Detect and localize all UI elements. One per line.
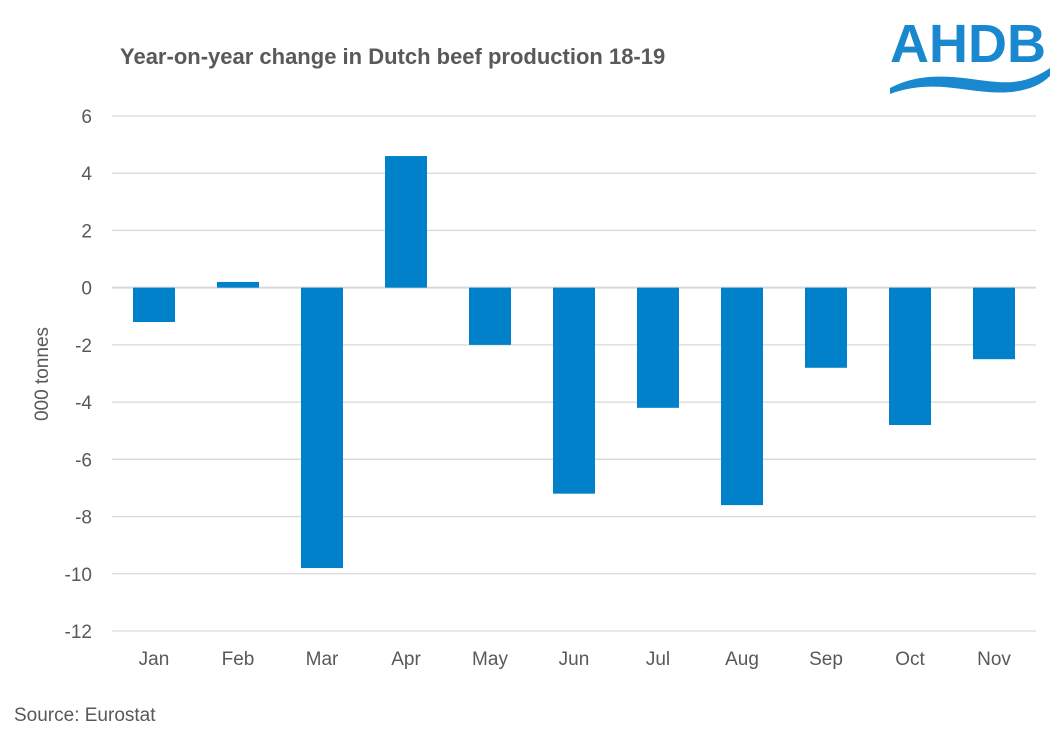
y-tick-label: -4 [75, 393, 92, 414]
y-tick-label: -12 [65, 622, 92, 643]
bar-feb [217, 281, 259, 288]
y-tick-label: 4 [81, 164, 92, 185]
y-tick-label: 0 [81, 279, 92, 300]
x-tick-label: Aug [725, 649, 759, 670]
bar-sep [805, 287, 847, 368]
x-tick-label: Oct [895, 649, 925, 670]
x-tick-label: Jan [139, 649, 170, 670]
ahdb-logo: AHDB [890, 14, 1050, 94]
bar-nov [973, 287, 1015, 360]
svg-text:AHDB: AHDB [890, 14, 1046, 74]
bar-may [469, 287, 511, 345]
chart-title: Year-on-year change in Dutch beef produc… [120, 44, 666, 69]
y-tick-label: -2 [75, 336, 92, 357]
bar-jun [553, 287, 595, 494]
bar-apr [385, 156, 427, 288]
x-tick-label: Sep [809, 649, 843, 670]
bar-oct [889, 287, 931, 425]
y-axis-label: 000 tonnes [32, 327, 53, 421]
x-tick-label: Feb [222, 649, 255, 670]
x-tick-label: Mar [306, 649, 339, 670]
x-tick-label: May [472, 649, 508, 670]
x-tick-label: Jun [559, 649, 590, 670]
bar-jul [637, 287, 679, 408]
y-tick-label: 6 [81, 107, 92, 128]
y-tick-label: 2 [81, 221, 92, 242]
y-tick-label: -8 [75, 508, 92, 529]
y-tick-label: -6 [75, 450, 92, 471]
bar-jan [133, 287, 175, 322]
bar-mar [301, 287, 343, 569]
y-tick-label: -10 [65, 565, 92, 586]
x-tick-label: Nov [977, 649, 1011, 670]
bar-aug [721, 287, 763, 506]
source-note: Source: Eurostat [14, 705, 156, 726]
x-tick-label: Jul [646, 649, 670, 670]
x-tick-label: Apr [391, 649, 421, 670]
